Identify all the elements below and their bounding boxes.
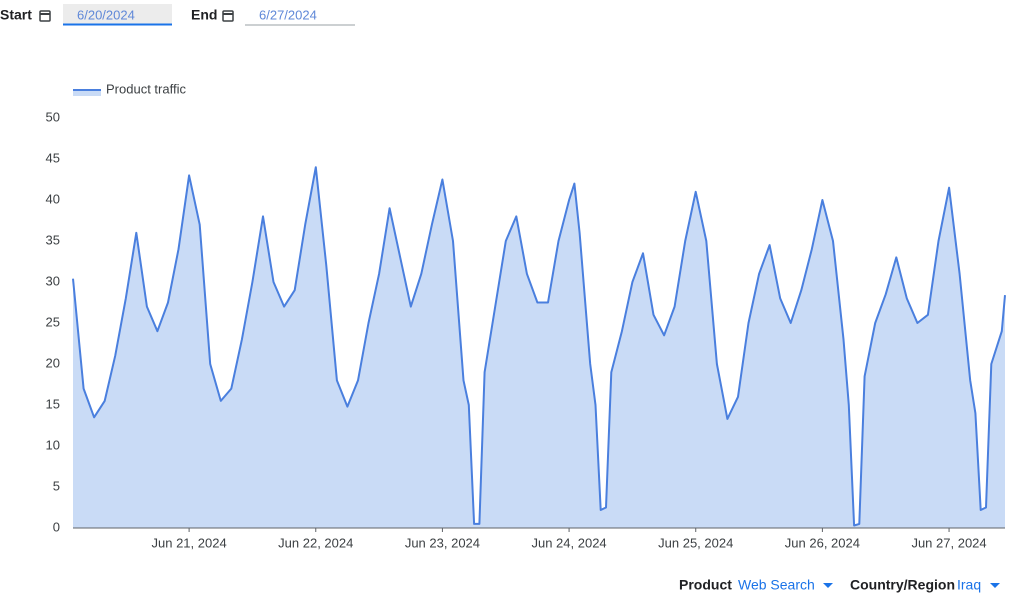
- dropdown-arrow[interactable]: [990, 583, 1000, 588]
- x-tick-label: Jun 24, 2024: [531, 535, 606, 550]
- product-value[interactable]: Web Search: [738, 577, 815, 593]
- y-tick-label: 50: [46, 109, 60, 124]
- region-value[interactable]: Iraq: [957, 577, 981, 593]
- calendar-icon: [222, 10, 234, 22]
- legend-swatch: [73, 90, 101, 96]
- product-label: Product: [679, 577, 732, 593]
- start-input[interactable]: [63, 4, 172, 25]
- start-date[interactable]: 6/20/2024: [77, 7, 135, 22]
- x-tick-label: Jun 21, 2024: [152, 535, 227, 550]
- y-tick-label: 30: [46, 273, 60, 288]
- legend-label: Product traffic: [106, 81, 186, 96]
- start-label: Start: [0, 7, 32, 23]
- y-tick-label: 35: [46, 232, 60, 247]
- y-tick-label: 25: [46, 314, 60, 329]
- area: [73, 167, 1005, 528]
- region-label: Country/Region: [850, 577, 955, 593]
- y-tick-label: 20: [46, 355, 60, 370]
- y-tick-label: 0: [53, 519, 60, 534]
- y-tick-label: 45: [46, 150, 60, 165]
- y-tick-label: 10: [46, 437, 60, 452]
- x-tick-label: Jun 23, 2024: [405, 535, 480, 550]
- dropdown-arrow[interactable]: [823, 583, 833, 588]
- x-tick-label: Jun 27, 2024: [911, 535, 986, 550]
- x-tick-label: Jun 26, 2024: [785, 535, 860, 550]
- y-tick-label: 40: [46, 191, 60, 206]
- end-label: End: [191, 7, 217, 23]
- end-date[interactable]: 6/27/2024: [259, 7, 317, 22]
- line: [72, 166, 1006, 527]
- y-tick-label: 5: [53, 478, 60, 493]
- y-tick-label: 15: [46, 396, 60, 411]
- x-tick-label: Jun 25, 2024: [658, 535, 733, 550]
- calendar-icon: [39, 10, 51, 22]
- x-tick-label: Jun 22, 2024: [278, 535, 353, 550]
